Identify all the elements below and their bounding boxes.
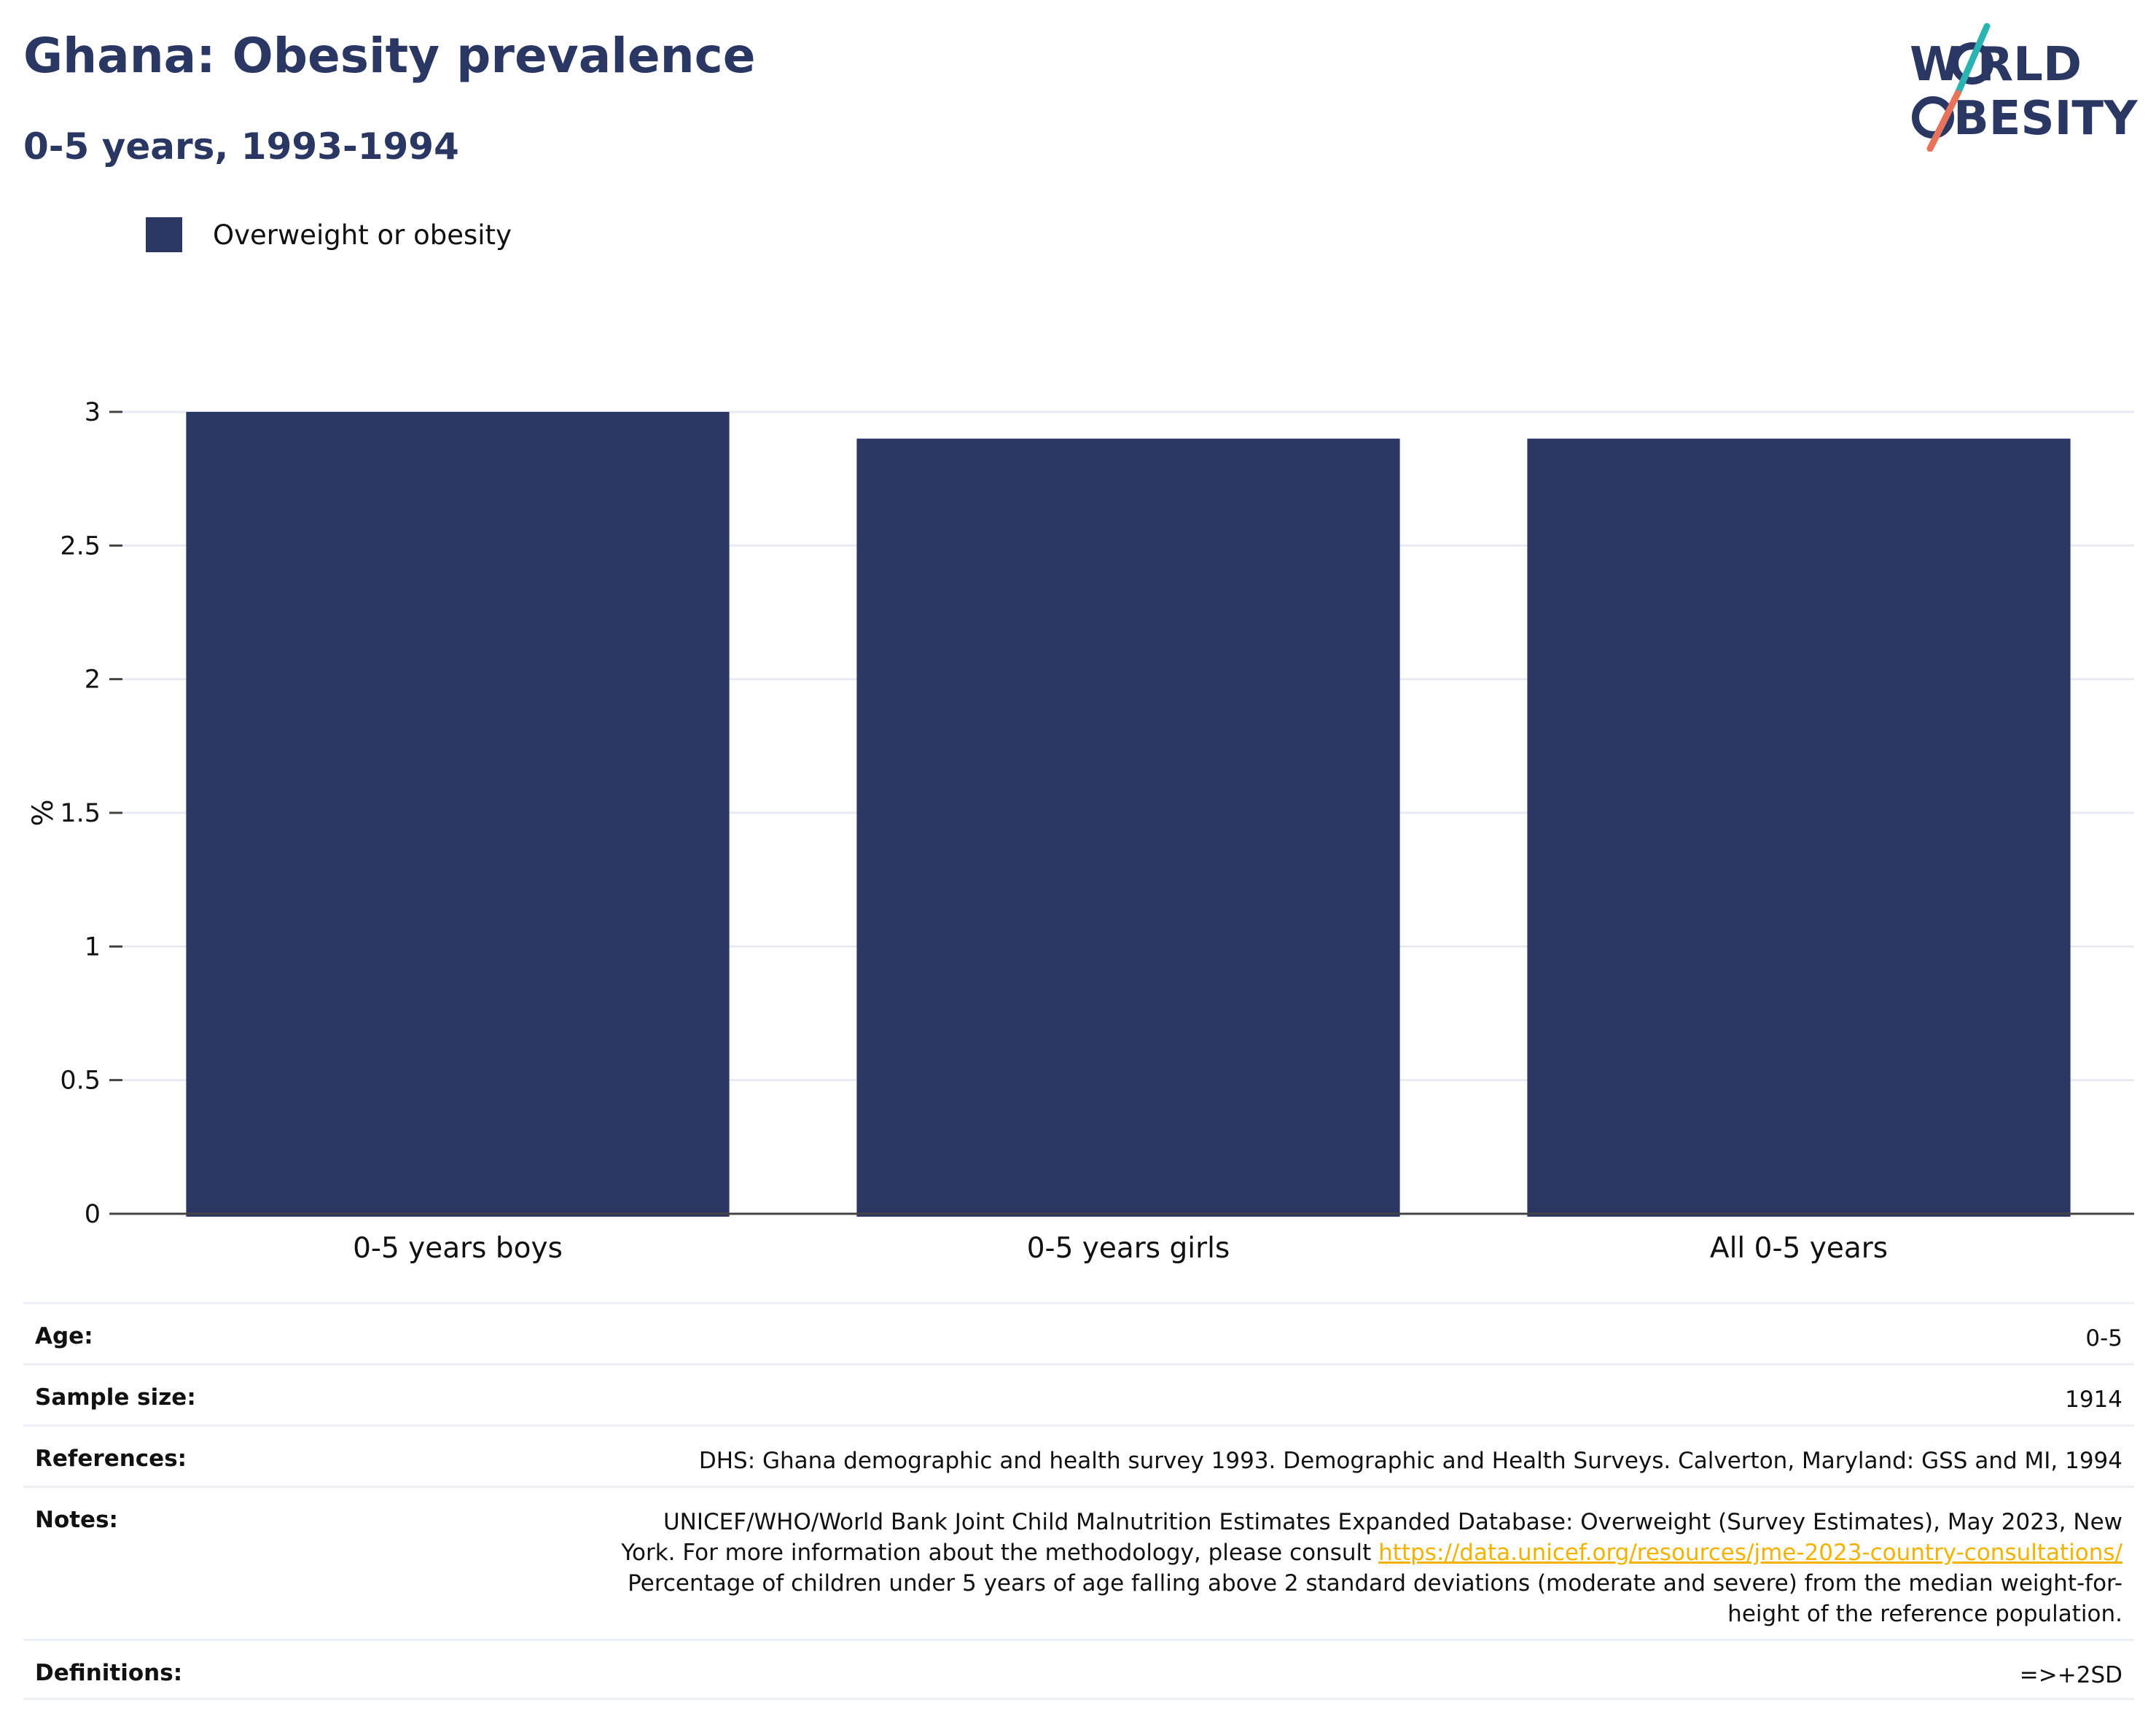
bar-all-0-5-years[interactable] [1527,438,2071,1217]
info-row-definitions: Definitions: =>+2SD [23,1639,2134,1700]
notes-text-after: Percentage of children under 5 years of … [628,1570,2122,1627]
info-row-references: References: DHS: Ghana demographic and h… [23,1424,2134,1486]
logo-o-letter [1951,42,1993,85]
info-table: Age: 0-5 Sample size: 1914 References: D… [23,1302,2134,1700]
info-value-sample-size: 1914 [2065,1387,2122,1413]
legend-swatch-overweight [146,217,182,252]
world-obesity-logo: W RLD BESITY [1910,23,2138,152]
info-row-sample-size: Sample size: 1914 [23,1363,2134,1424]
info-value-references: DHS: Ghana demographic and health survey… [698,1448,2122,1474]
y-axis-label: % [27,799,60,826]
y-tick-label: 1 [85,932,101,962]
tick-labels: 0 0.5 1 1.5 2 2.5 3 0-5 years boys 0-5 years gir… [27,398,1888,1265]
bar-0-5-years-boys[interactable] [186,412,730,1217]
axes [109,410,2134,1215]
y-tick-label: 1.5 [60,799,101,828]
x-tick-label: 0-5 years girls [1027,1232,1230,1265]
y-tick-label: 2 [85,666,101,695]
info-label-notes: Notes: [35,1507,118,1533]
info-label-sample-size: Sample size: [35,1384,196,1411]
bar-chart: 0 0.5 1 1.5 2 2.5 3 0-5 years boys 0-5 years gir… [27,398,2134,1265]
bars [186,412,2071,1217]
y-tick-label: 0 [85,1200,101,1229]
legend-label-overweight: Overweight or obesity [213,219,512,251]
info-label-references: References: [35,1446,187,1472]
notes-link[interactable]: https://data.unicef.org/resources/jme-20… [1378,1540,2122,1566]
x-tick-label: 0-5 years boys [353,1232,563,1265]
logo-text-line1: W RLD [1910,38,2082,92]
chart-subtitle: 0-5 years, 1993-1994 [23,125,459,168]
info-value-age: 0-5 [2085,1325,2122,1352]
chart-title: Ghana: Obesity prevalence [23,28,756,84]
info-value-definitions: =>+2SD [2019,1662,2122,1688]
info-label-age: Age: [35,1323,93,1349]
info-label-definitions: Definitions: [35,1660,183,1686]
info-row-notes: Notes: UNICEF/WHO/World Bank Joint Child… [23,1486,2134,1639]
y-tick-label: 0.5 [60,1067,101,1096]
bar-0-5-years-girls[interactable] [856,438,1400,1217]
y-tick-label: 2.5 [60,531,101,561]
logo-slash-bottom [1926,90,1961,152]
chart-legend: Overweight or obesity [146,217,512,252]
logo-slash-top [1954,23,1991,97]
info-value-notes: UNICEF/WHO/World Bank Joint Child Malnut… [621,1507,2122,1629]
y-tick-label: 3 [85,398,101,427]
x-tick-label: All 0-5 years [1710,1232,1888,1265]
logo-o-letter-2 [1912,96,1954,139]
info-row-age: Age: 0-5 [23,1302,2134,1363]
logo-text-line2: BESITY [1953,92,2138,146]
notes-text-before: UNICEF/WHO/World Bank Joint Child Malnut… [621,1509,2122,1566]
